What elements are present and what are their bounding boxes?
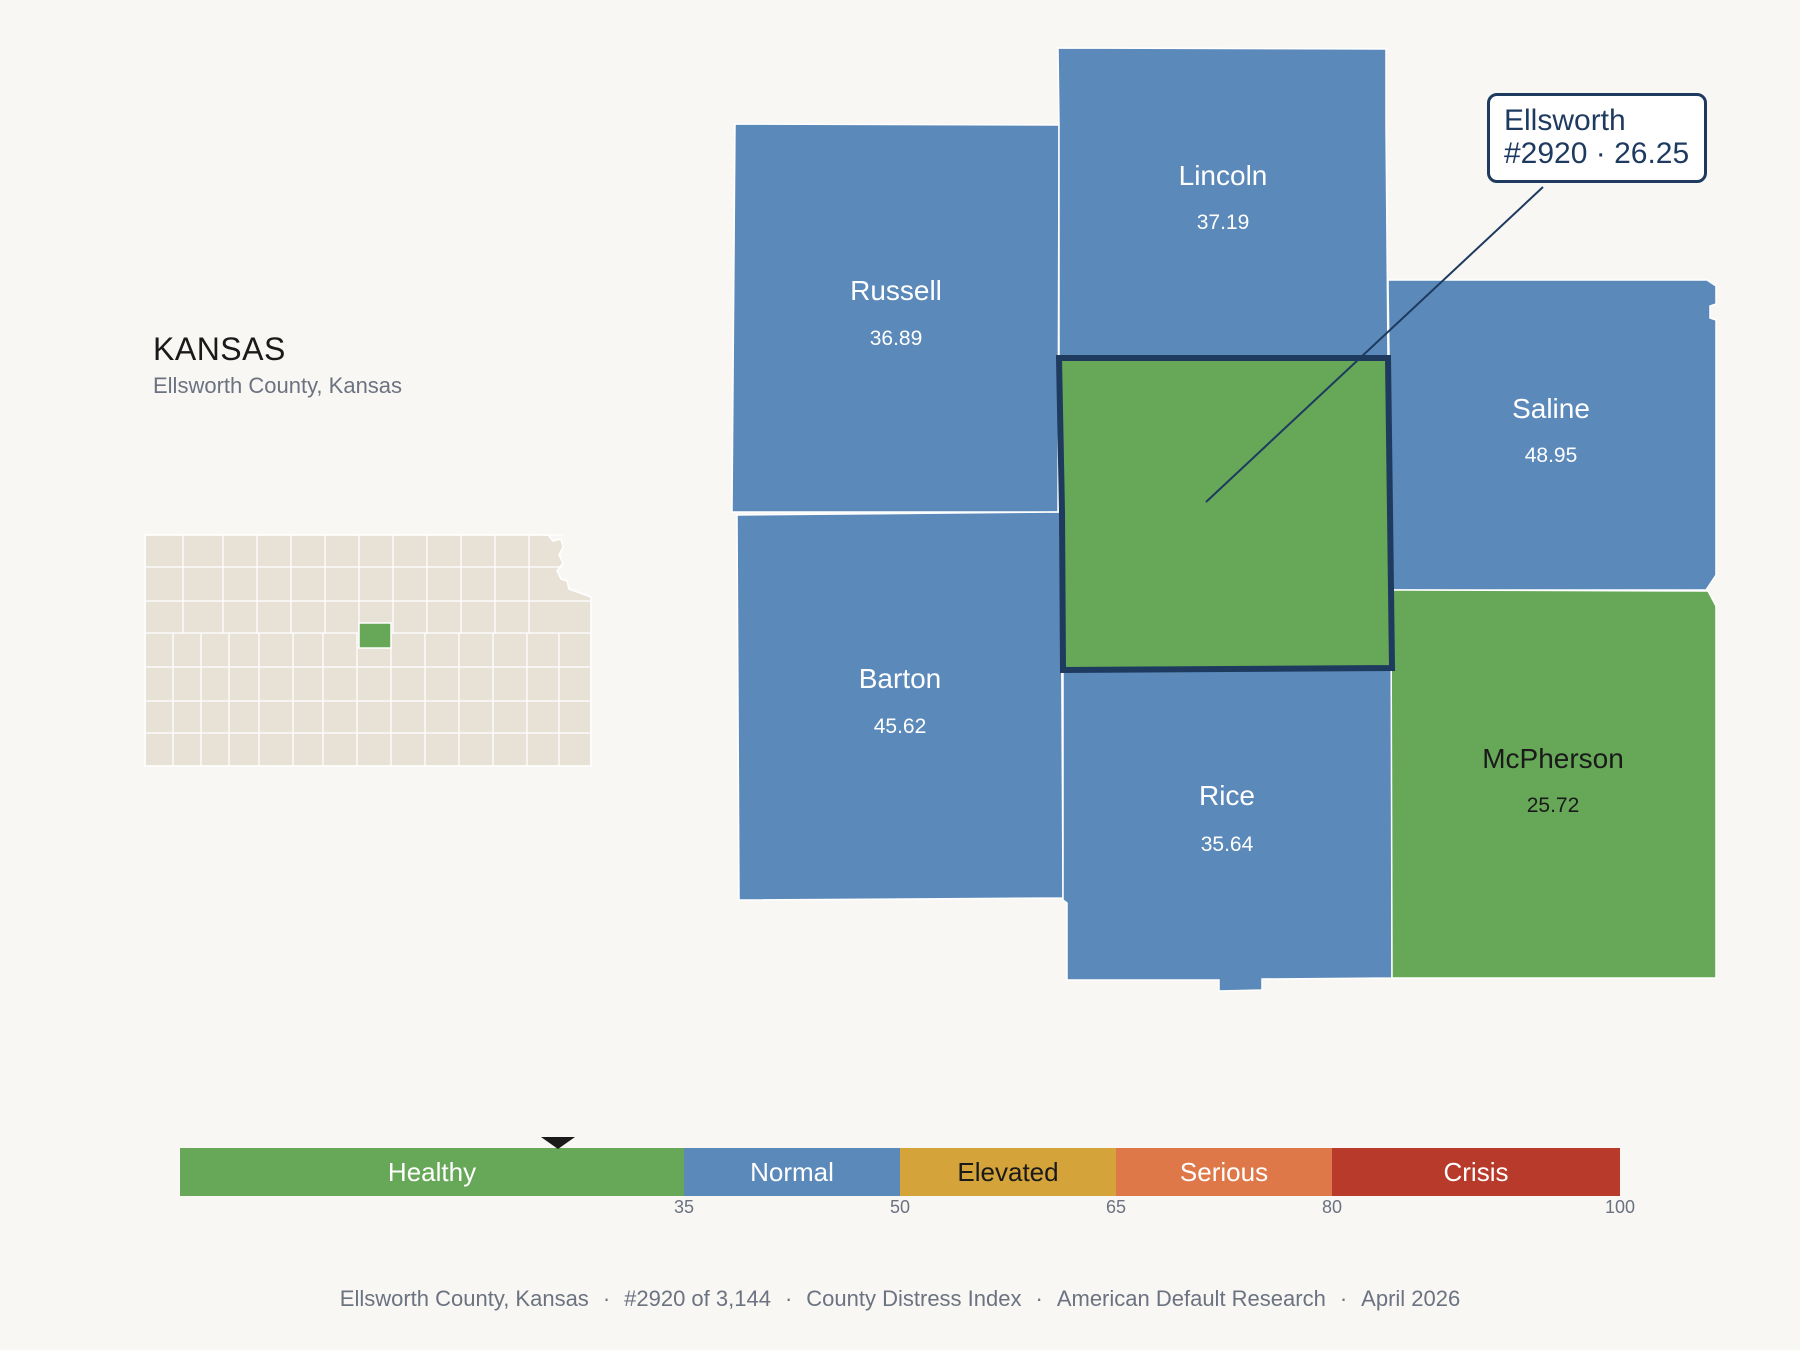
footer-index: County Distress Index <box>806 1286 1022 1311</box>
county-saline-value: 48.95 <box>1525 444 1578 467</box>
footer-separator: · <box>602 1286 611 1311</box>
locator-ellsworth-highlight <box>358 622 392 649</box>
legend-tick-80: 80 <box>1321 1197 1343 1217</box>
kansas-locator-map <box>144 534 592 767</box>
legend-normal-label: Normal <box>750 1156 834 1187</box>
legend-crisis: Crisis <box>1332 1148 1620 1196</box>
legend-normal: Normal <box>684 1148 900 1196</box>
county-mcpherson-name: McPherson <box>1482 743 1624 774</box>
distress-legend: Healthy Normal Elevated Serious Crisis <box>180 1148 1620 1196</box>
footer-source: American Default Research <box>1056 1286 1326 1311</box>
callout-leader-line <box>1205 186 1544 503</box>
county-russell-value: 36.89 <box>870 327 923 350</box>
legend-tick-50: 50 <box>889 1197 911 1217</box>
county-ellsworth-selected[interactable] <box>1055 355 1396 674</box>
callout-rank-score: #2920 · 26.25 <box>1504 137 1690 170</box>
legend-crisis-label: Crisis <box>1443 1156 1509 1187</box>
county-rice-value: 35.64 <box>1201 833 1254 856</box>
state-subtitle: Ellsworth County, Kansas <box>153 373 403 398</box>
county-lincoln-shape <box>1057 47 1389 359</box>
legend-score-marker <box>541 1137 575 1149</box>
county-barton-value: 45.62 <box>874 715 927 738</box>
county-grid <box>144 534 592 767</box>
county-saline[interactable]: Saline 48.95 <box>1387 279 1717 591</box>
legend-serious-label: Serious <box>1179 1156 1269 1187</box>
county-rice-name: Rice <box>1199 780 1255 811</box>
legend-elevated: Elevated <box>900 1148 1116 1196</box>
footer-date: April 2026 <box>1361 1286 1461 1311</box>
legend-serious: Serious <box>1116 1148 1332 1196</box>
callout-county-name: Ellsworth <box>1504 104 1626 137</box>
footer-separator: · <box>1339 1286 1348 1311</box>
state-title: KANSAS <box>153 331 286 367</box>
footer: Ellsworth County, Kansas · #2920 of 3,144 ·… <box>0 1286 1800 1312</box>
county-lincoln[interactable]: Lincoln 37.19 <box>1057 47 1389 359</box>
county-rice-shape <box>1062 667 1393 992</box>
county-saline-name: Saline <box>1512 393 1590 424</box>
legend-tick-35: 35 <box>673 1197 695 1217</box>
legend-tick-65: 65 <box>1105 1197 1127 1217</box>
county-callout: Ellsworth #2920 · 26.25 <box>1487 93 1707 183</box>
county-mcpherson-value: 25.72 <box>1527 794 1580 817</box>
county-barton-shape <box>736 511 1064 901</box>
footer-separator: · <box>1035 1286 1043 1311</box>
county-russell-shape <box>731 123 1060 513</box>
county-barton[interactable]: Barton 45.62 <box>736 511 1064 901</box>
county-lincoln-name: Lincoln <box>1179 160 1268 191</box>
county-ellsworth-shape <box>1055 355 1396 674</box>
county-barton-name: Barton <box>859 663 942 694</box>
county-saline-shape <box>1387 279 1717 591</box>
legend-healthy: Healthy <box>180 1148 684 1196</box>
footer-separator: · <box>784 1286 793 1311</box>
county-mcpherson[interactable]: McPherson 25.72 <box>1390 589 1717 979</box>
county-lincoln-value: 37.19 <box>1197 211 1250 234</box>
county-rice[interactable]: Rice 35.64 <box>1062 667 1393 992</box>
county-russell-name: Russell <box>850 275 942 306</box>
county-mcpherson-shape <box>1390 589 1717 979</box>
footer-rank: #2920 of 3,144 <box>624 1286 771 1311</box>
legend-tick-100: 100 <box>1604 1197 1636 1217</box>
legend-elevated-label: Elevated <box>957 1156 1059 1187</box>
legend-healthy-label: Healthy <box>387 1156 477 1187</box>
footer-county: Ellsworth County, Kansas <box>339 1286 589 1311</box>
county-russell[interactable]: Russell 36.89 <box>731 123 1060 513</box>
